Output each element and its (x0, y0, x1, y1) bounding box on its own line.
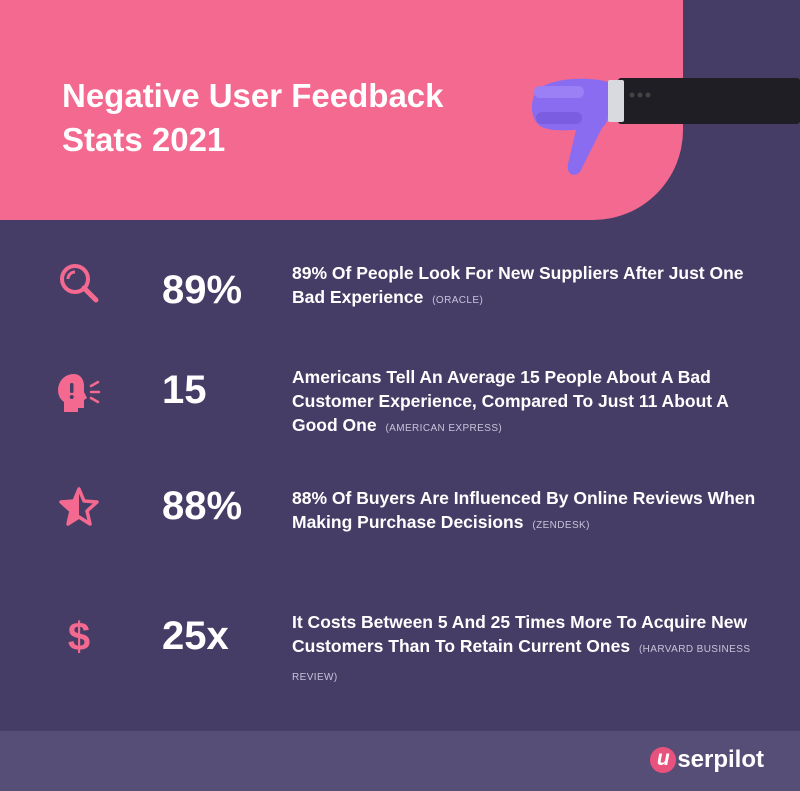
stat-text: It Costs Between 5 And 25 Times More To … (292, 612, 748, 656)
stat-text: 89% Of People Look For New Suppliers Aft… (292, 263, 744, 307)
stat-value: 88% (162, 484, 243, 528)
footer: u serpilot (0, 731, 800, 791)
stat-row: 88% 88% Of Buyers Are Influenced By Onli… (0, 484, 800, 574)
stat-value: 89% (162, 268, 243, 312)
stat-source: (AMERICAN EXPRESS) (385, 423, 503, 434)
logo-initial: u (650, 747, 677, 773)
stat-description: Americans Tell An Average 15 People Abou… (292, 365, 762, 441)
shouting-head-icon (58, 374, 101, 412)
dollar-icon: $ (68, 615, 90, 658)
stat-text: Americans Tell An Average 15 People Abou… (292, 367, 729, 435)
stat-text: 88% Of Buyers Are Influenced By Online R… (292, 488, 756, 532)
stat-value: 15 (162, 368, 207, 412)
magnifier-icon (60, 264, 99, 303)
stat-row: $ 25x It Costs Between 5 And 25 Times Mo… (0, 608, 800, 698)
svg-text:$: $ (68, 615, 90, 658)
stat-description: 88% Of Buyers Are Influenced By Online R… (292, 486, 762, 538)
stat-value: 25x (162, 614, 229, 658)
stat-description: It Costs Between 5 And 25 Times More To … (292, 610, 762, 690)
page-title: Negative User Feedback Stats 2021 (62, 77, 444, 158)
stat-row: 89% 89% Of People Look For New Suppliers… (0, 258, 800, 348)
thumbs-down-icon (531, 78, 800, 175)
stat-source: (ZENDESK) (532, 520, 590, 531)
stat-source: (HARVARD BUSINESS REVIEW) (292, 644, 751, 683)
star-icon (59, 487, 99, 526)
stat-description: 89% Of People Look For New Suppliers Aft… (292, 261, 762, 313)
logo-text: serpilot (677, 746, 764, 773)
stat-row: 15 Americans Tell An Average 15 People A… (0, 362, 800, 452)
stat-source: (ORACLE) (432, 295, 484, 306)
userpilot-logo[interactable]: u serpilot (650, 745, 764, 775)
